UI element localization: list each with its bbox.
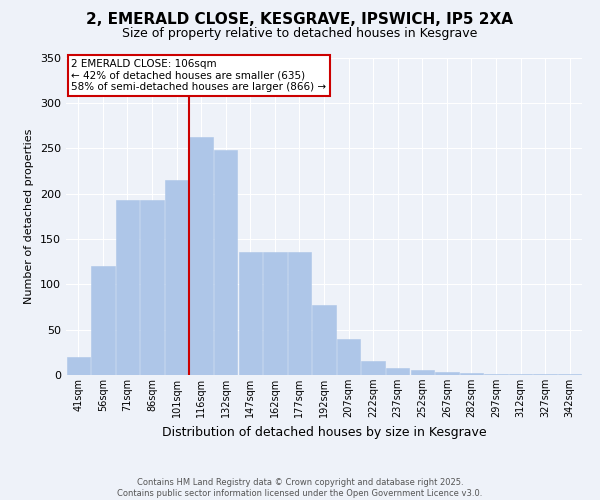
Text: 2 EMERALD CLOSE: 106sqm
← 42% of detached houses are smaller (635)
58% of semi-d: 2 EMERALD CLOSE: 106sqm ← 42% of detache… xyxy=(71,59,326,92)
Bar xyxy=(410,370,434,375)
Text: Contains HM Land Registry data © Crown copyright and database right 2025.
Contai: Contains HM Land Registry data © Crown c… xyxy=(118,478,482,498)
Bar xyxy=(533,374,557,375)
Text: 2, EMERALD CLOSE, KESGRAVE, IPSWICH, IP5 2XA: 2, EMERALD CLOSE, KESGRAVE, IPSWICH, IP5… xyxy=(86,12,514,28)
Bar xyxy=(337,338,360,375)
Bar xyxy=(239,252,262,375)
Bar xyxy=(190,138,213,375)
Text: Size of property relative to detached houses in Kesgrave: Size of property relative to detached ho… xyxy=(122,28,478,40)
Bar xyxy=(91,266,115,375)
Bar xyxy=(214,150,238,375)
Bar xyxy=(509,374,532,375)
Y-axis label: Number of detached properties: Number of detached properties xyxy=(25,128,34,304)
Bar xyxy=(165,180,188,375)
Bar xyxy=(263,252,287,375)
Bar xyxy=(116,200,139,375)
X-axis label: Distribution of detached houses by size in Kesgrave: Distribution of detached houses by size … xyxy=(161,426,487,438)
Bar xyxy=(67,357,90,375)
Bar xyxy=(435,372,458,375)
Bar xyxy=(140,200,164,375)
Bar xyxy=(313,305,335,375)
Bar xyxy=(288,252,311,375)
Bar xyxy=(484,374,508,375)
Bar xyxy=(460,373,483,375)
Bar xyxy=(361,362,385,375)
Bar xyxy=(386,368,409,375)
Bar xyxy=(558,374,581,375)
